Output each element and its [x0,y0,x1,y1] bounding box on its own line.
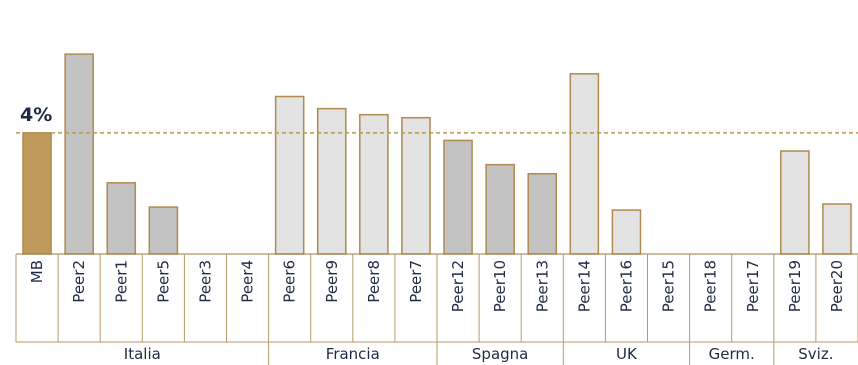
group-label-spagna: Spagna [472,345,528,363]
tick-label-peer10: Peer10 [491,260,509,312]
tick-label-peer3: Peer3 [196,260,214,303]
tick-label-peer9: Peer9 [323,260,341,303]
tick-label-peer18: Peer18 [702,260,720,312]
tick-label-peer13: Peer13 [533,260,551,312]
bar-peer2 [64,53,94,255]
bar-peer13 [527,172,558,255]
bar-peer5 [148,206,179,255]
bar-peer1 [106,182,137,255]
bar-peer8 [359,113,389,255]
bars-layer [22,53,852,255]
bar-peer7 [401,116,431,255]
bar-peer19 [780,150,810,255]
tick-label-peer1: Peer1 [112,260,130,303]
tick-label-peer16: Peer16 [617,260,635,312]
bar-peer14 [569,73,600,255]
bar-mb [22,132,52,255]
group-label-sviz: Sviz. [798,345,833,363]
tick-label-peer8: Peer8 [365,260,383,303]
tick-label-peer5: Peer5 [154,260,172,303]
bar-peer12 [443,139,473,255]
tick-label-peer2: Peer2 [70,260,88,303]
group-label-uk: UK [616,345,638,363]
bar-peer10 [485,163,515,255]
tick-label-peer15: Peer15 [660,260,678,312]
tick-label-peer12: Peer12 [449,260,467,312]
tick-label-peer14: Peer14 [575,260,593,312]
bar-peer20 [822,203,852,255]
tick-label-peer19: Peer19 [786,260,804,312]
tick-label-peer20: Peer20 [828,260,846,312]
category-table: MB Peer2 Peer1 Peer5 Peer3 Peer4 Peer6 Peer9 Pee… [15,253,858,365]
bar-peer9 [316,107,347,255]
group-label-italia: Italia [124,345,161,363]
bar-peer16 [611,209,642,255]
group-label-francia: Francia [326,345,380,363]
bar-peer6 [274,95,305,255]
reference-line-label: 4% [20,104,52,126]
tick-label-peer4: Peer4 [239,260,257,303]
tick-label-peer6: Peer6 [281,260,299,303]
tick-label-peer17: Peer17 [744,260,762,312]
group-label-germ: Germ. [709,345,755,363]
tick-label-peer7: Peer7 [407,260,425,303]
tick-label-mb: MB [28,260,46,283]
